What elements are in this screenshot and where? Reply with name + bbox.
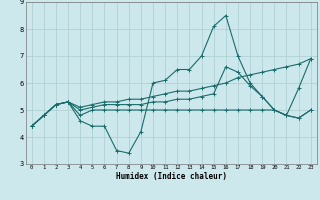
X-axis label: Humidex (Indice chaleur): Humidex (Indice chaleur) bbox=[116, 172, 227, 181]
